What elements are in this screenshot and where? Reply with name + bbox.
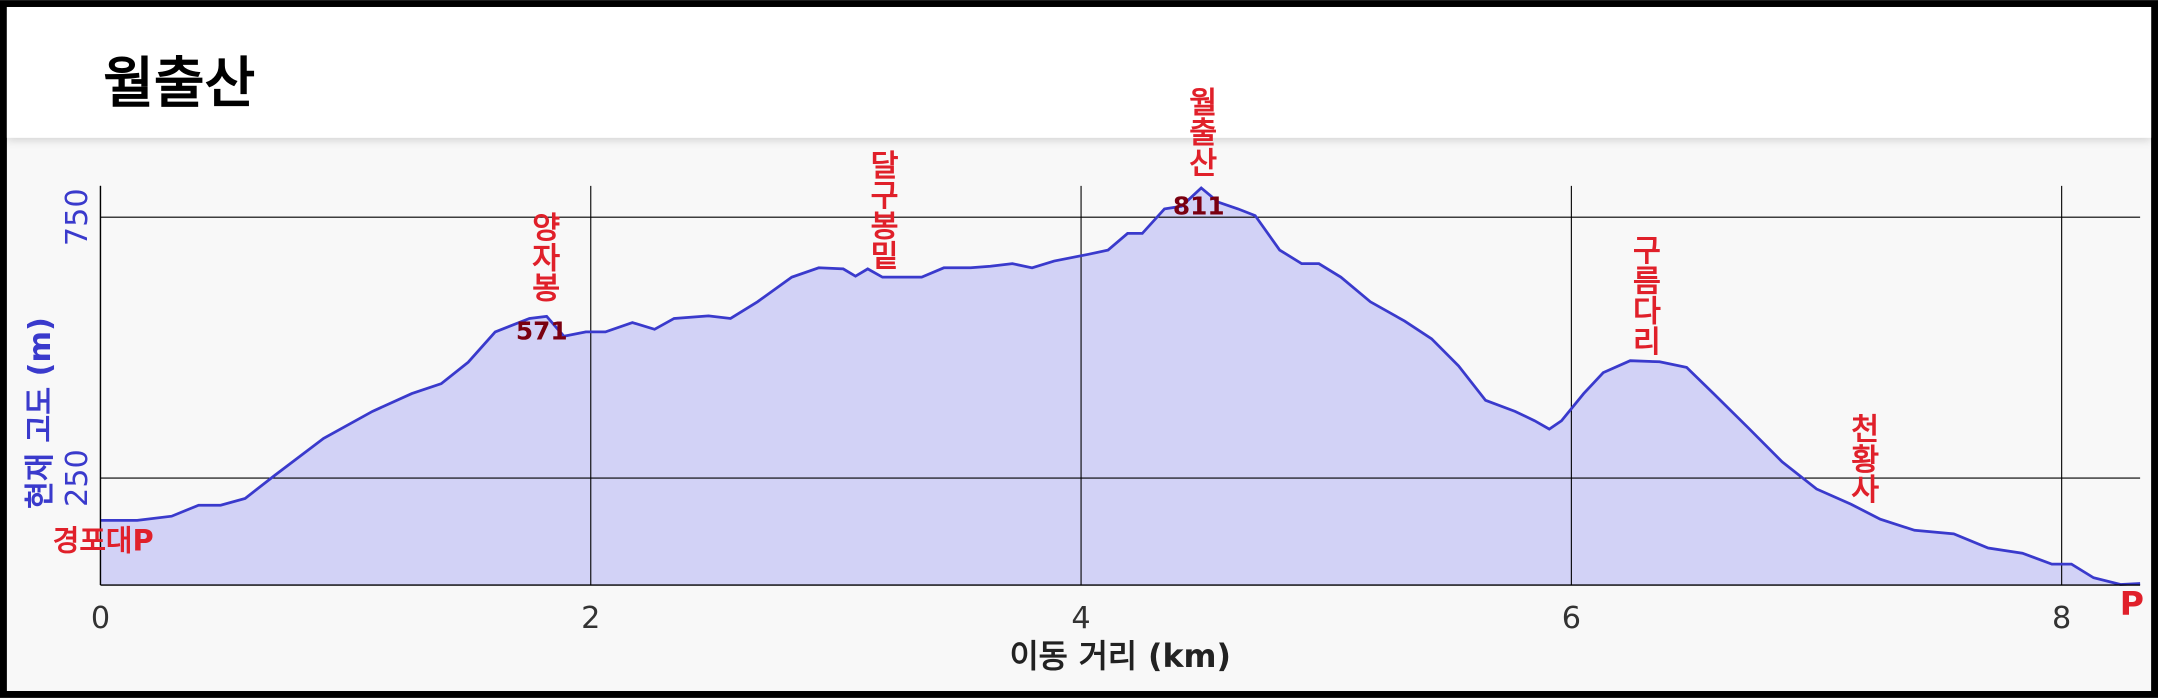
peak-value: 571 xyxy=(516,317,568,346)
annotation-label: 구름다리 xyxy=(1626,235,1661,356)
annotation-label: 월출산 xyxy=(1182,86,1217,177)
x-tick-label: 2 xyxy=(581,601,600,636)
end-label: P xyxy=(2120,584,2144,623)
annotation-label: 양자봉 xyxy=(525,211,560,303)
annotation-label: 달구봉밑 xyxy=(864,149,899,271)
y-tick-label: 750 xyxy=(60,188,95,246)
header xyxy=(6,6,2152,138)
y-tick-label: 250 xyxy=(60,449,95,507)
x-tick-label: 6 xyxy=(1562,601,1581,636)
area xyxy=(100,187,2141,586)
x-tick-label: 0 xyxy=(91,601,110,636)
start-label: 경포대P xyxy=(53,523,154,557)
annotation-label: 천황사 xyxy=(1844,413,1879,505)
x-tick-label: 8 xyxy=(2052,601,2071,636)
y-axis-label: 현재 고도 (m) xyxy=(23,317,58,509)
title: 월출산 xyxy=(103,51,255,115)
x-axis-label: 이동 거리 (km) xyxy=(1010,639,1231,675)
plot: 0 2 4 6 8 250 750 이동 거리 (km) 현재 고도 (m) 571 양자봉 달구봉밑… xyxy=(23,86,2144,675)
line xyxy=(100,186,2141,586)
x-tick-label: 4 xyxy=(1071,601,1090,636)
peak-value: 811 xyxy=(1173,191,1225,220)
